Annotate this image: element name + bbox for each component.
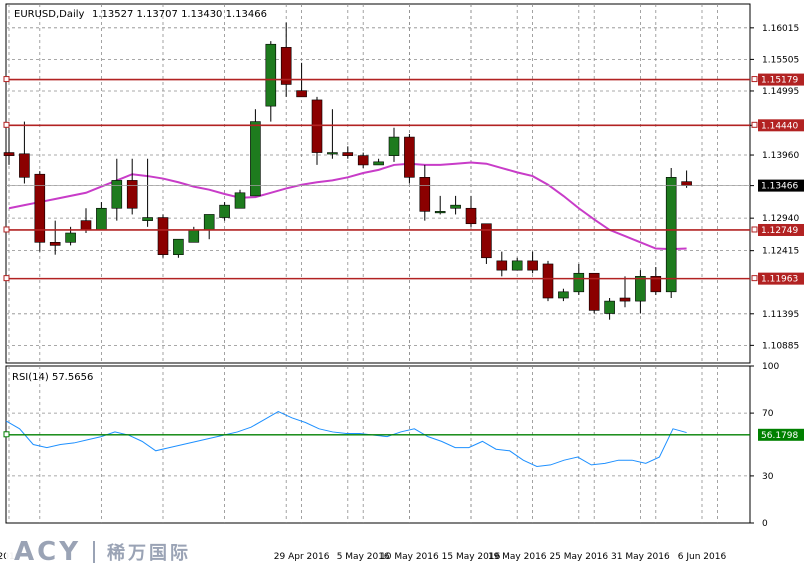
brand-logo-latin: ACY [14, 537, 82, 567]
candle-bull [188, 229, 200, 243]
candle-bear [19, 153, 30, 178]
rsi-level-label: 56.1798 [761, 431, 798, 441]
rsi-level-handle [3, 431, 10, 438]
price-level-handle-right [751, 76, 758, 83]
candle-bear [481, 223, 492, 259]
candle-bull [111, 180, 123, 209]
candle-bull [635, 276, 646, 302]
x-tick-label: 31 May 2016 [611, 552, 670, 562]
price-level-label: 1.12749 [761, 226, 798, 236]
candle-bear [681, 181, 692, 186]
candle-bull [65, 232, 76, 243]
candle-bull [558, 291, 569, 299]
price-level-label: 1.15179 [761, 76, 798, 86]
price-level-handle-right [751, 121, 758, 128]
candle-bull [450, 204, 461, 209]
price-level-tag [758, 119, 804, 132]
price-level-label: 1.14440 [761, 121, 798, 131]
rsi-label: RSI(14) 57.5656 [12, 372, 93, 383]
price-level-handle [3, 275, 10, 282]
candle-bull [604, 300, 615, 314]
candle-bull [203, 214, 215, 231]
candle-bear [404, 136, 415, 178]
price-level-tag [758, 223, 804, 236]
rsi-line [5, 410, 687, 467]
chart-symbol: EURUSD,Daily [14, 9, 85, 20]
candle-bear [296, 90, 307, 98]
candle-bull [573, 272, 585, 293]
candle-bull [265, 43, 277, 107]
rsi-y-tick-label: 30 [762, 472, 774, 482]
x-tick-label: 5 May 2016 [337, 552, 390, 562]
candle-bear [34, 173, 46, 243]
y-tick-label: 1.12940 [762, 214, 799, 224]
rsi-panel-frame [5, 365, 751, 524]
brand-logo: ACY 稀万国际 [6, 533, 200, 571]
last-price-tag [758, 179, 804, 192]
last-price-label: 1.13466 [761, 182, 798, 192]
price-panel-frame [5, 3, 751, 364]
y-tick-label: 1.10885 [762, 341, 799, 351]
candle-bear [357, 155, 369, 166]
candle-bear [527, 260, 538, 271]
y-tick-label: 1.15505 [762, 55, 799, 65]
price-level-handle-right [751, 275, 758, 282]
price-level-handle [3, 226, 10, 233]
chart-ohlc-values: 1.13527 1.13707 1.13430 1.13466 [92, 9, 267, 20]
candle-bull [234, 192, 246, 209]
candle-bear [311, 99, 323, 153]
y-tick-label: 1.14995 [762, 87, 799, 97]
candle-bull [142, 217, 153, 221]
price-level-handle [3, 76, 10, 83]
candle-bull [219, 204, 230, 218]
y-tick-label: 1.16015 [762, 24, 799, 34]
candle-bull [373, 161, 384, 166]
candle-bull [434, 211, 446, 214]
candle-bear [3, 152, 15, 156]
brand-logo-cn: 稀万国际 [107, 543, 192, 564]
price-level-label: 1.11963 [761, 275, 798, 285]
candle-bear [465, 207, 477, 225]
x-tick-label: 15 May 2016 [442, 552, 501, 562]
price-level-handle [3, 121, 10, 128]
candle-bear [650, 276, 662, 293]
y-tick-label: 1.11395 [762, 310, 799, 320]
x-tick-label: 6 Jun 2016 [678, 552, 727, 562]
candle-bear [588, 272, 600, 311]
candle-bear [126, 180, 138, 209]
y-tick-label: 1.13960 [762, 151, 799, 161]
candle-bull [96, 207, 107, 231]
rsi-level-tag [758, 428, 804, 441]
candle-bear [342, 152, 354, 156]
rsi-y-tick-label: 70 [762, 409, 774, 419]
rsi-y-tick-label: 0 [762, 519, 768, 529]
price-level-handle-right [751, 226, 758, 233]
candle-bear [419, 177, 431, 212]
candle-bear [619, 297, 631, 302]
candle-bear [542, 263, 554, 299]
candle-bear [80, 220, 92, 231]
x-tick-label: 10 May 2016 [380, 552, 439, 562]
candle-bear [49, 242, 61, 246]
candle-bear [280, 47, 292, 85]
candle-bear [496, 260, 508, 271]
candle-bull [327, 152, 338, 155]
x-tick-label: 25 May 2016 [549, 552, 608, 562]
candle-bull [511, 260, 523, 271]
price-level-tag [758, 272, 804, 285]
price-level-tag [758, 73, 804, 86]
rsi-y-tick-label: 100 [762, 362, 779, 372]
x-tick-label: 19 May 2016 [488, 552, 547, 562]
candle-bull [173, 238, 184, 255]
candle-bull [388, 136, 400, 156]
candle-bull [250, 121, 261, 197]
x-tick-label: 29 Apr 2016 [274, 552, 330, 562]
y-tick-label: 1.12415 [762, 247, 799, 257]
moving-average-line [8, 161, 687, 251]
candle-bear [157, 217, 169, 255]
brand-logo-separator [93, 541, 96, 563]
candle-bull [665, 177, 677, 293]
